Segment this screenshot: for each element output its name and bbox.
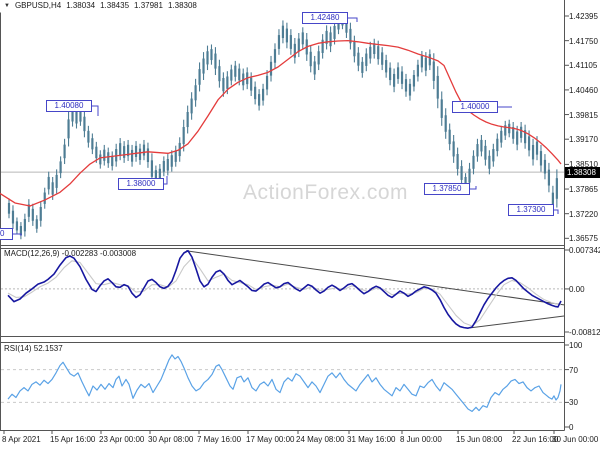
x-axis-label: 24 May 08:00	[296, 435, 345, 444]
y-axis-label: 1.38510	[569, 160, 598, 170]
rsi-line	[7, 354, 562, 413]
y-axis-label: 1.37865	[569, 185, 598, 195]
x-axis-label: 7 May 16:00	[197, 435, 242, 444]
y-axis-label: 70	[569, 365, 578, 375]
price-callout: 1.42480	[302, 12, 348, 24]
y-axis-label: -0.008126	[569, 328, 600, 337]
y-axis-label: 0.00	[569, 284, 585, 294]
x-axis-label: 30 Apr 08:00	[148, 435, 194, 444]
y-axis-label: 1.42395	[569, 12, 598, 21]
price-callout: 1.40080	[46, 100, 92, 112]
price-callout: 1.37300	[508, 204, 554, 216]
y-axis-label: 30	[569, 398, 578, 408]
ohlc-open: 1.38034	[66, 1, 96, 10]
callout-connector	[12, 233, 22, 236]
rsi-indicator-label: RSI(14) 52.1537	[4, 344, 63, 353]
y-axis-label: 0	[569, 423, 574, 432]
y-axis-label: 1.41105	[569, 61, 598, 71]
y-axis-label: 1.39815	[569, 110, 598, 120]
callout-connector	[553, 209, 559, 214]
callout-connector	[347, 17, 358, 22]
x-axis-label: 31 May 16:00	[347, 435, 396, 444]
x-axis-label: 8 Apr 2021	[2, 435, 41, 444]
y-axis-label: 1.36575	[569, 234, 598, 244]
callout-connector	[91, 105, 99, 116]
x-axis-label: 30 Jun 00:00	[552, 435, 599, 444]
y-axis-label: 0.007342	[569, 246, 600, 255]
symbol-label: GBPUSD,H4	[14, 1, 62, 10]
symbol-dropdown-icon[interactable]: ▼	[4, 3, 10, 9]
current-price-tag: 1.38308	[565, 166, 600, 178]
y-axis-label: 100	[569, 341, 583, 350]
x-axis-label: 23 Apr 00:00	[99, 435, 145, 444]
ohlc-close: 1.38308	[167, 1, 197, 10]
ohlc-low: 1.37981	[134, 1, 163, 10]
macd-main-line	[7, 249, 562, 329]
watermark: ActionForex.com	[243, 181, 409, 204]
x-axis-label: 15 Jun 08:00	[456, 435, 503, 444]
macd-indicator-label: MACD(12,26,9) -0.002283 -0.003008	[4, 249, 137, 258]
price-callout: 1.38000	[118, 178, 164, 190]
y-axis-label: 1.37220	[569, 209, 598, 219]
ohlc-high: 1.38435	[100, 1, 130, 10]
x-axis-label: 22 Jun 16:00	[512, 435, 559, 444]
macd-trendline	[185, 250, 565, 306]
macd-trendline	[467, 315, 565, 329]
price-callout: 1.37850	[424, 183, 470, 195]
x-axis-label: 17 May 00:00	[246, 435, 295, 444]
y-axis-label: 1.40460	[569, 85, 598, 95]
y-axis-label: 1.39170	[569, 135, 598, 145]
x-axis-label: 15 Apr 16:00	[50, 435, 96, 444]
price-callout: 1.36680	[0, 228, 13, 240]
price-callout: 1.40000	[452, 101, 498, 113]
callout-connector	[469, 186, 477, 190]
callout-connector	[163, 176, 168, 185]
chart-header: ▼ GBPUSD,H4 1.38034 1.38435 1.37981 1.38…	[4, 1, 197, 11]
y-axis-label: 1.41750	[569, 36, 598, 46]
x-axis-label: 8 Jun 00:00	[400, 435, 442, 444]
moving-average-line	[0, 39, 562, 207]
